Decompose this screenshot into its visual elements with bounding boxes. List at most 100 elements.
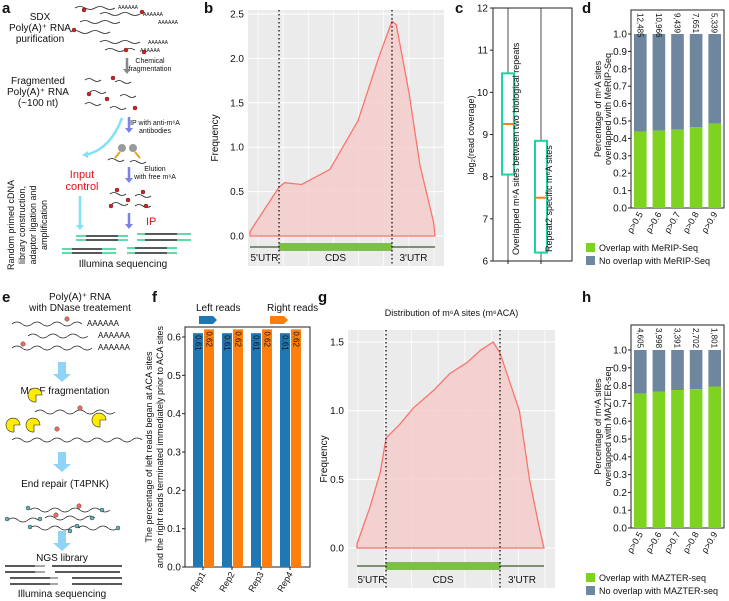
panel-label-d: d (582, 0, 591, 17)
a-bottom-label: Illumina sequencing (79, 259, 167, 270)
y-tick-label: 0.0 (613, 204, 627, 215)
y-axis-label-line2: and the right reads terminated immediate… (155, 325, 165, 568)
bar-overlap (708, 386, 722, 528)
y-axis-label: Frequency (210, 114, 221, 161)
y-tick-label: 0.0 (613, 524, 627, 535)
legend-label: Overlap with MeRIP-Seq (599, 243, 698, 253)
e-step-ngs: NGS library (36, 553, 88, 564)
region-label: 3'UTR (508, 575, 536, 586)
y-tick-label: 0.3 (167, 448, 181, 459)
box-label: Overlapped m⁶A sites between two biologi… (511, 42, 521, 255)
e-polya: AAAAAA (98, 343, 131, 352)
y-tick-label: 0.1 (613, 186, 627, 197)
bar-right-reads (233, 329, 243, 567)
y-tick-label: 0.5 (613, 435, 627, 446)
x-tick-label: Rep3 (246, 570, 265, 594)
legend-label: No overlap with MAZTER-seq (599, 586, 718, 596)
x-tick-label: ρ>0.9 (699, 210, 719, 235)
bar-count-label: 1,801 (710, 328, 719, 349)
x-tick-label: Rep2 (217, 570, 236, 594)
bar-value-label: 0.62 (292, 331, 301, 347)
a-step1-line1: SDX (30, 12, 51, 23)
y-tick-label: 2.0 (230, 54, 244, 65)
legend-label: Left reads (196, 303, 240, 314)
e-rna-strands (7, 321, 143, 531)
a-ip-label: IP (146, 216, 156, 228)
e-title-line2: with DNase treatement (28, 303, 131, 314)
box (534, 139, 548, 254)
y-axis-label-line2: overlapped with MAZTER-seq (603, 366, 613, 486)
density-curve (249, 20, 436, 237)
y-tick-label: 1.0 (613, 30, 627, 41)
bar-right-reads (262, 329, 272, 567)
panel-h-stacked-bar-chart: 0.0 0.1 0.2 0.3 0.4 0.5 0.6 0.7 0.8 0.9 1.0 Percent… (586, 324, 725, 596)
panel-g-density-plot: 0.0 0.5 1.0 1.5 5'UTR CDS 3'UTR Frequency Distri… (319, 308, 555, 588)
y-tick-label: 0.3 (613, 151, 627, 162)
a-input-control-line1: Input (70, 169, 94, 181)
bar-count-label: 12,485 (635, 13, 644, 38)
a-side-label-line4: amplification (39, 200, 49, 250)
y-tick-label: 9 (482, 130, 488, 141)
bar-value-label: 0.61 (223, 335, 232, 351)
x-tick-label: Rep4 (275, 570, 294, 594)
x-tick-label: ρ>0.6 (644, 530, 664, 555)
legend-swatch (586, 573, 595, 582)
cds-bar (278, 243, 393, 251)
y-tick-label: 1.5 (230, 98, 244, 109)
x-tick-label: ρ>0.5 (625, 530, 645, 555)
a-polya: AAAAAA (143, 12, 164, 18)
y-tick-label: 0.6 (167, 333, 181, 344)
panel-b-density-plot: 0.0 0.5 1.0 1.5 2.0 2.5 5'UTR CDS 3'UTR Frequency (210, 10, 444, 266)
bar-overlap (652, 391, 666, 528)
x-tick-label: ρ>0.7 (662, 530, 682, 555)
e-polya: AAAAAA (87, 319, 120, 328)
bar-value-label: 0.61 (281, 335, 290, 351)
bar-right-reads (291, 329, 301, 567)
x-tick-label: ρ>0.6 (644, 210, 664, 235)
bar-left-reads (222, 333, 232, 567)
e-bottom-label: Illumina sequencing (18, 589, 106, 600)
a-polya-tails: AAAAAA AAAAAA AAAAAA AAAAAA AAAAAA (118, 5, 179, 54)
y-tick-label: 12 (477, 4, 489, 15)
panel-label-f: f (152, 289, 158, 306)
y-tick-label: 0.2 (167, 486, 181, 497)
a-step2-line2: Poly(A)⁺ RNA (7, 87, 69, 98)
box-label: Repeat2 specific m⁶A sites (544, 145, 554, 252)
y-tick-label: 2.5 (230, 10, 244, 21)
a-polya: AAAAAA (118, 5, 139, 11)
e-step-end-repair: End repair (T4PNK) (21, 479, 109, 490)
y-tick-label: 0.4 (167, 409, 181, 420)
bar-overlap (652, 130, 666, 208)
bar-value-label: 0.62 (263, 331, 272, 347)
bar-no-overlap (708, 34, 722, 124)
y-tick-label: 1.0 (230, 143, 244, 154)
panel-label-c: c (455, 0, 463, 17)
e-step-mazf: MazF fragmentation (21, 386, 110, 397)
panel-f-grouped-bar-chart: 0.0 0.1 0.2 0.3 0.4 0.5 0.6 The percentage of l… (144, 303, 318, 594)
a-arrow3-line2: with free m⁶A (133, 174, 176, 181)
region-label: 5'UTR (250, 253, 278, 264)
y-tick-label: 0.6 (613, 417, 627, 428)
bar-no-overlap (708, 350, 722, 387)
y-tick-label: 0.0 (230, 232, 244, 243)
bar-no-overlap (689, 350, 703, 390)
legend-label: Overlap with MAZTER-seq (599, 573, 706, 583)
cds-bar (385, 562, 501, 570)
y-tick-label: 0.7 (613, 399, 627, 410)
y-tick-label: 0.1 (613, 506, 627, 517)
y-tick-label: 0.5 (613, 117, 627, 128)
y-tick-label: 8 (482, 172, 488, 183)
panel-e-workflow-diagram: Poly(A)⁺ RNA with DNase treatement MazF … (4, 292, 143, 600)
bar-left-reads (193, 333, 203, 567)
a-side-label-line1: Random primed cDNA (6, 180, 16, 270)
density-curve (356, 341, 545, 549)
y-tick-label: 0.5 (230, 187, 244, 198)
panel-c-box-plot: 6 7 8 9 10 11 12 log₂(read coverage) Overlapped … (466, 4, 573, 268)
y-tick-label: 10 (477, 88, 489, 99)
bar-overlap (633, 393, 647, 528)
a-polya: AAAAAA (140, 48, 161, 54)
y-axis-label: log₂(read coverage) (466, 95, 476, 174)
e-mazf-enzymes (5, 387, 107, 433)
panel-label-h: h (582, 289, 591, 306)
y-tick-label: 0.4 (613, 452, 627, 463)
